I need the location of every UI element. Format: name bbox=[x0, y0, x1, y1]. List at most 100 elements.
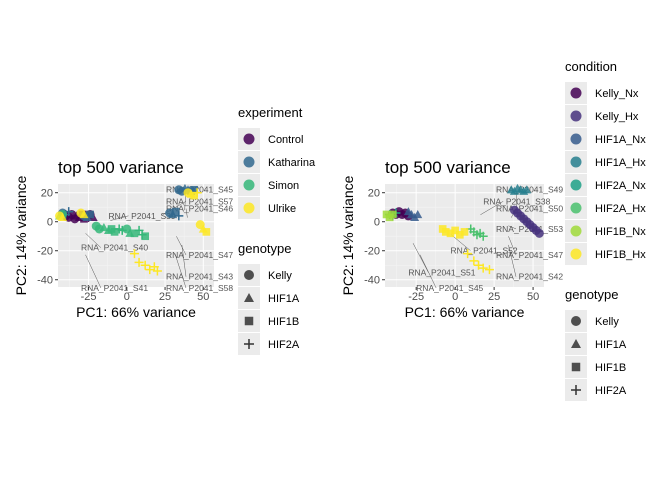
data-point bbox=[86, 210, 94, 219]
label-leader-line bbox=[412, 243, 429, 273]
x-tick-label: 50 bbox=[527, 291, 539, 303]
data-point bbox=[141, 232, 150, 241]
pca-panel-2: RNA_P2041_S49RNA_P2041_S50RNA_P2041_S53R… bbox=[340, 158, 563, 320]
legend-color-swatch bbox=[243, 156, 255, 168]
color-legend-label: Simon bbox=[268, 180, 299, 192]
data-point bbox=[171, 207, 180, 216]
data-point bbox=[522, 185, 532, 194]
x-tick-label: 0 bbox=[124, 291, 130, 303]
data-point bbox=[478, 231, 488, 241]
y-tick-label: 20 bbox=[41, 188, 53, 200]
color-legend-label: HIF2A_Hx bbox=[595, 203, 646, 215]
color-legend-label: Katharina bbox=[268, 157, 316, 169]
label-leader-line bbox=[110, 215, 129, 221]
data-point bbox=[190, 191, 198, 200]
legend-color-swatch bbox=[243, 202, 255, 214]
sample-label: RNA_P2041_S41 bbox=[81, 283, 148, 293]
sample-label: RNA_P2041_S52 bbox=[450, 246, 517, 256]
data-point bbox=[534, 228, 544, 238]
y-axis-label: PC2: 14% variance bbox=[13, 175, 29, 295]
sample-label: RNA_P2041_S51 bbox=[408, 267, 475, 277]
data-point bbox=[94, 224, 104, 234]
data-point bbox=[446, 229, 455, 238]
x-tick-label: -25 bbox=[408, 291, 424, 303]
x-tick-label: 0 bbox=[452, 291, 458, 303]
color-legend-2: condition Kelly_Nx Kelly_Hx HIF1A_Nx HIF1A_H… bbox=[565, 59, 646, 265]
y-tick-label: -20 bbox=[37, 246, 53, 258]
legend-color-swatch bbox=[570, 202, 582, 214]
color-legend-title: experiment bbox=[238, 105, 303, 120]
x-axis-label: PC1: 66% variance bbox=[405, 304, 525, 320]
color-legend-label: Ulrike bbox=[268, 203, 296, 215]
legend-color-swatch bbox=[570, 110, 582, 122]
sample-label: RNA_P2041_S58 bbox=[166, 283, 233, 293]
color-legend-label: HIF2A_Nx bbox=[595, 180, 646, 192]
shape-legend-title: genotype bbox=[565, 287, 619, 302]
sample-label: RNA_P2041_S42 bbox=[496, 272, 563, 282]
legend-color-swatch bbox=[570, 225, 582, 237]
color-legend-label: HIF1B_Hx bbox=[595, 249, 646, 261]
label-leader-line bbox=[185, 208, 188, 218]
sample-label: RNA_P2041_S47 bbox=[496, 250, 563, 260]
shape-legend-2: genotype Kelly HIF1A HIF1B HIF2A bbox=[565, 287, 627, 401]
data-point bbox=[79, 209, 89, 219]
sample-label: RNA_P2041_S39 bbox=[108, 211, 175, 221]
sample-label: RNA_P2041_S50 bbox=[496, 204, 563, 214]
legend-color-swatch bbox=[570, 248, 582, 260]
data-point bbox=[474, 260, 484, 270]
label-leader-line bbox=[508, 244, 517, 277]
y-axis-label: PC2: 14% variance bbox=[340, 175, 356, 295]
legend-shape-glyph bbox=[571, 339, 581, 348]
data-point bbox=[129, 249, 139, 259]
shape-legend-title: genotype bbox=[238, 241, 292, 256]
sample-label: RNA_P2041_S38 bbox=[483, 196, 550, 206]
shape-legend-1: genotype Kelly HIF1A HIF1B HIF2A bbox=[238, 241, 300, 355]
sample-label: RNA_P2041_S45 bbox=[166, 185, 233, 195]
label-leader-line bbox=[174, 253, 187, 289]
sample-label: RNA_P2041_S57 bbox=[166, 196, 233, 206]
sample-label: RNA_P2041_S45 bbox=[416, 283, 483, 293]
data-point bbox=[388, 210, 397, 219]
data-point bbox=[484, 265, 494, 275]
color-legend-label: HIF1A_Nx bbox=[595, 134, 646, 146]
legend-shape-glyph bbox=[244, 270, 254, 280]
shape-legend-label: HIF2A bbox=[595, 385, 627, 397]
x-tick-label: 25 bbox=[159, 291, 171, 303]
legend-color-swatch bbox=[570, 179, 582, 191]
chart-title: top 500 variance bbox=[58, 158, 184, 177]
color-legend-title: condition bbox=[565, 59, 617, 74]
x-tick-label: 25 bbox=[488, 291, 500, 303]
color-legend-label: HIF1B_Nx bbox=[595, 226, 646, 238]
legend-shape-glyph bbox=[244, 293, 254, 302]
shape-legend-label: HIF1A bbox=[595, 339, 627, 351]
sample-label: RNA_P2041_S46 bbox=[166, 204, 233, 214]
x-tick-label: 50 bbox=[197, 291, 209, 303]
legend-color-swatch bbox=[243, 133, 255, 145]
label-leader-line bbox=[181, 244, 187, 277]
data-point bbox=[58, 212, 68, 221]
legend-color-swatch bbox=[243, 179, 255, 191]
y-tick-label: -40 bbox=[364, 275, 380, 287]
label-leader-line bbox=[85, 233, 102, 248]
data-point bbox=[192, 188, 202, 198]
data-point bbox=[152, 266, 162, 276]
legend-shape-glyph bbox=[244, 339, 254, 349]
label-leader-line bbox=[450, 234, 471, 251]
shape-legend-label: HIF1A bbox=[268, 293, 300, 305]
x-axis-label: PC1: 66% variance bbox=[76, 304, 196, 320]
data-point bbox=[455, 230, 464, 239]
legend-color-swatch bbox=[570, 156, 582, 168]
y-tick-label: -20 bbox=[364, 246, 380, 258]
sample-label: RNA_P2041_S49 bbox=[496, 185, 563, 195]
sample-label: RNA_P2041_S43 bbox=[166, 272, 233, 282]
data-point bbox=[469, 256, 479, 266]
data-point bbox=[134, 257, 144, 267]
color-legend-label: Kelly_Nx bbox=[595, 88, 639, 100]
legend-color-swatch bbox=[570, 87, 582, 99]
data-points bbox=[55, 183, 211, 276]
y-tick-label: -40 bbox=[37, 275, 53, 287]
data-point bbox=[478, 263, 488, 273]
label-leader-line bbox=[176, 236, 187, 256]
